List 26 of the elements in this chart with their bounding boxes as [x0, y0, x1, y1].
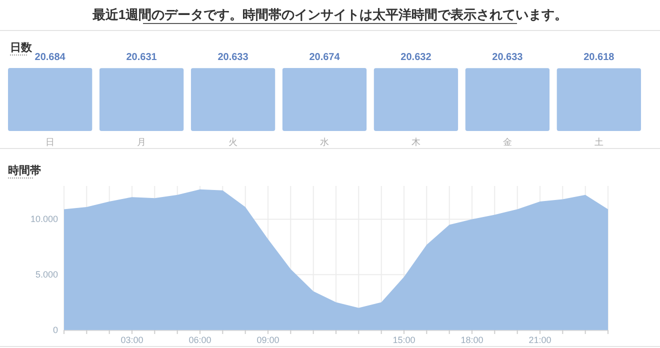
y-tick-label: 0 [52, 325, 58, 335]
x-tick-label: 21:00 [528, 335, 552, 345]
x-tick-label: 木 [411, 137, 420, 147]
x-tick-label: 月 [137, 137, 146, 147]
data-label: 20.633 [492, 52, 524, 64]
x-tick-label: 日 [46, 137, 55, 147]
x-tick-label: 18:00 [460, 335, 484, 345]
chart-title: 日数 [10, 41, 33, 54]
y-tick-label: 10.000 [30, 214, 58, 224]
y-tick-label: 5.000 [35, 270, 58, 280]
x-tick-label: 03:00 [120, 335, 144, 345]
x-tick-label: 06:00 [188, 335, 212, 345]
data-label: 20.632 [400, 52, 432, 64]
x-tick-label: 09:00 [256, 335, 280, 345]
data-label: 20.631 [126, 52, 158, 64]
text: 最近1週間のデータです。時間帯のインサイトは太平洋時間で表示されています。 [91, 7, 568, 22]
x-tick-label: 水 [320, 137, 329, 147]
x-tick-label: 土 [594, 137, 604, 147]
x-tick-label: 金 [502, 137, 512, 147]
data-label: 20.684 [34, 52, 66, 63]
x-tick-label: 火 [228, 137, 238, 147]
x-tick-label: 15:00 [392, 335, 416, 345]
data-label: 20.618 [584, 52, 615, 64]
data-label: 20.633 [218, 52, 249, 64]
data-label: 20.674 [309, 52, 340, 64]
chart-title: 時間帯 [8, 164, 41, 177]
